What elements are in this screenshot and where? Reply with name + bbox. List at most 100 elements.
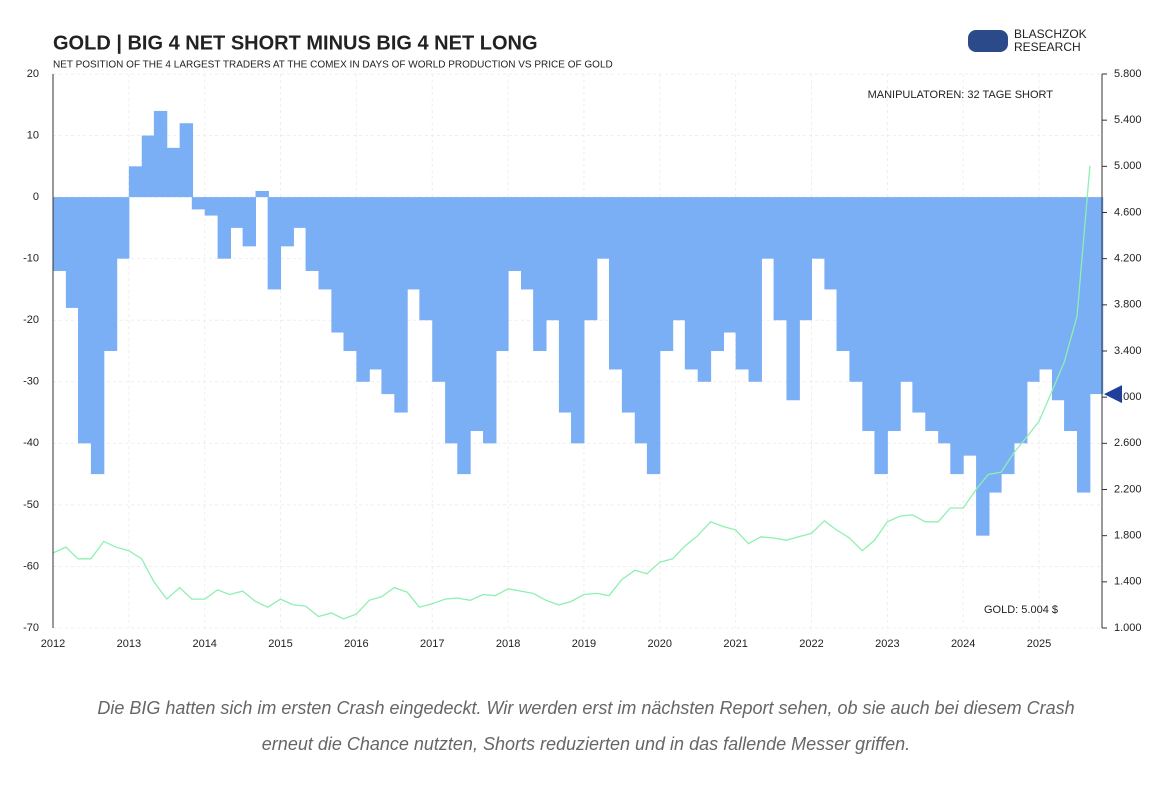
bar (445, 197, 459, 444)
bar (1089, 197, 1104, 395)
bar (381, 197, 395, 395)
y-tick-label: 20 (27, 68, 39, 80)
bar (963, 197, 977, 456)
bar (280, 197, 294, 247)
y2-tick-label: 1.400 (1114, 576, 1142, 588)
bar (369, 197, 383, 370)
bar (748, 197, 762, 382)
annotation: MANIPULATOREN: 32 TAGE SHORT (868, 89, 1054, 101)
bar (343, 197, 357, 351)
bar (78, 197, 92, 444)
bar (710, 197, 725, 351)
bar (267, 197, 282, 290)
bar (495, 197, 509, 351)
bar (583, 197, 598, 321)
bar (153, 110, 168, 198)
x-tick-label: 2014 (192, 638, 216, 650)
bar (659, 197, 674, 351)
bar (596, 197, 611, 259)
y-tick-label: -10 (23, 253, 39, 265)
bar (811, 197, 825, 259)
y2-tick-label: 5.400 (1114, 114, 1142, 126)
bar (293, 197, 307, 228)
x-tick-label: 2023 (875, 638, 899, 650)
bar (1051, 197, 1066, 401)
bar (824, 197, 838, 290)
bar (470, 197, 484, 432)
y2-tick-label: 3.400 (1114, 345, 1142, 357)
bar (938, 197, 952, 444)
bar (520, 197, 535, 290)
bar (862, 197, 876, 432)
bar (546, 197, 560, 321)
chart-title: GOLD | BIG 4 NET SHORT MINUS BIG 4 NET L… (53, 32, 538, 54)
bar (760, 197, 775, 259)
bar (407, 197, 421, 290)
x-tick-label: 2012 (41, 638, 65, 650)
bar (950, 197, 964, 475)
annotation: GOLD: 5.004 $ (984, 604, 1058, 616)
x-tick-label: 2015 (268, 638, 292, 650)
y2-tick-label: 2.200 (1114, 483, 1142, 495)
bar (798, 197, 812, 321)
bar (646, 197, 661, 475)
bar (912, 197, 926, 413)
bar (874, 197, 888, 475)
y-tick-label: -50 (23, 499, 39, 511)
bar (571, 197, 585, 444)
bar (976, 197, 990, 536)
bar (457, 197, 471, 475)
bar (925, 197, 939, 432)
bar (1026, 197, 1040, 382)
y-tick-label: -60 (23, 560, 39, 572)
y2-tick-label: 1.000 (1114, 622, 1142, 634)
x-tick-label: 2016 (344, 638, 368, 650)
bar (217, 197, 231, 259)
y-tick-label: -20 (23, 314, 39, 326)
bar (1014, 197, 1028, 444)
y2-tick-label: 4.200 (1114, 253, 1142, 265)
x-tick-label: 2013 (117, 638, 141, 650)
y2-tick-label: 5.800 (1114, 68, 1142, 80)
bar (1001, 197, 1015, 475)
bar (773, 197, 787, 321)
bar (242, 197, 257, 247)
bar (305, 197, 319, 271)
y2-tick-label: 4.600 (1114, 206, 1142, 218)
bar (103, 197, 118, 351)
x-tick-label: 2022 (799, 638, 823, 650)
bar (621, 197, 636, 413)
x-tick-label: 2024 (951, 638, 975, 650)
bar (887, 197, 901, 432)
x-tick-label: 2021 (723, 638, 747, 650)
bar (483, 197, 497, 444)
logo-text: BLASCHZOK (1014, 27, 1087, 41)
bar (722, 197, 737, 333)
x-tick-label: 2018 (496, 638, 520, 650)
bar (318, 197, 332, 290)
y-tick-label: 0 (33, 191, 39, 203)
bar (988, 197, 1002, 493)
bar (141, 135, 156, 198)
bar (634, 197, 649, 444)
bar (356, 197, 370, 382)
caption: erneut die Chance nutzten, Shorts reduzi… (262, 734, 910, 754)
x-tick-label: 2020 (648, 638, 672, 650)
y-tick-label: -40 (23, 437, 39, 449)
bar (419, 197, 433, 321)
bar (608, 197, 623, 370)
bar (672, 197, 687, 321)
caption: Die BIG hatten sich im ersten Crash eing… (97, 698, 1074, 718)
bar (204, 197, 219, 216)
y-tick-label: 10 (27, 129, 39, 141)
bar (836, 197, 850, 351)
chart-subtitle: NET POSITION OF THE 4 LARGEST TRADERS AT… (53, 60, 613, 71)
y2-tick-label: 2.600 (1114, 437, 1142, 449)
y-tick-label: -70 (23, 622, 39, 634)
bar (255, 190, 269, 198)
bar (432, 197, 446, 382)
y2-tick-label: 1.800 (1114, 530, 1142, 542)
bar (849, 197, 863, 382)
